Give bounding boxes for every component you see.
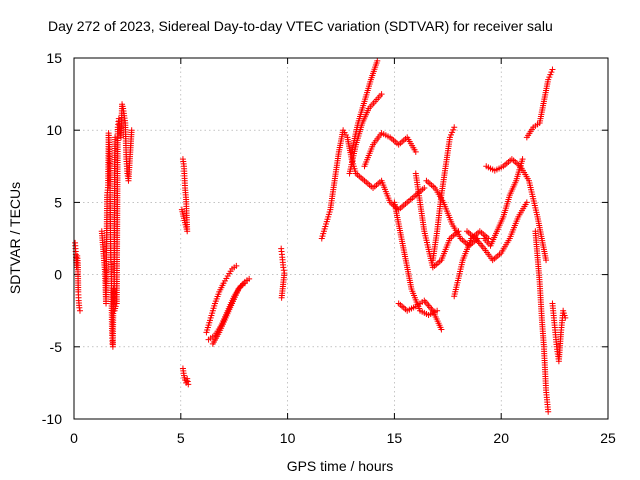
data-point <box>438 326 445 333</box>
data-point <box>184 375 191 382</box>
y-tick-label: 15 <box>46 50 62 66</box>
data-point <box>545 408 552 415</box>
data-point <box>185 381 192 388</box>
data-point <box>128 127 135 134</box>
grid <box>74 58 608 419</box>
data-point <box>523 199 530 206</box>
data-point-dense <box>184 378 191 385</box>
x-tick-label: 15 <box>387 430 403 446</box>
data-point <box>562 314 569 321</box>
x-axis-label: GPS time / hours <box>287 458 394 474</box>
data-point-dense <box>449 129 456 136</box>
data-point <box>233 262 240 269</box>
x-tick-label: 25 <box>600 430 616 446</box>
chart-title: Day 272 of 2023, Sidereal Day-to-day VTE… <box>48 18 553 34</box>
data-point <box>112 134 119 141</box>
y-tick-label: 0 <box>54 267 62 283</box>
data-point-dense <box>448 131 455 138</box>
data-point-dense <box>450 126 457 133</box>
plot-frame <box>73 57 609 420</box>
data-point <box>549 66 556 73</box>
data-point-dense <box>280 267 287 274</box>
data-point <box>374 57 381 64</box>
x-tick-label: 20 <box>493 430 509 446</box>
data-point <box>446 134 453 141</box>
y-tick-label: -5 <box>50 339 63 355</box>
x-tick-label: 0 <box>70 430 78 446</box>
y-axis-label: SDTVAR / TECUs <box>7 182 23 294</box>
data-point <box>412 148 419 155</box>
y-tick-label: -10 <box>42 411 62 427</box>
data-point <box>76 307 83 314</box>
data-point <box>280 264 287 271</box>
data-point <box>421 184 428 191</box>
data-point <box>545 76 552 83</box>
data-point <box>543 257 550 264</box>
tick-labels: 0 5 10 15 20 25 -10 -5 0 5 10 15 <box>42 50 616 446</box>
axis-ticks <box>73 57 609 420</box>
y-tick-label: 10 <box>46 122 62 138</box>
data-points <box>72 57 569 415</box>
x-tick-label: 5 <box>177 430 185 446</box>
data-point-dense <box>548 69 555 76</box>
data-point <box>451 124 458 131</box>
data-point <box>76 304 83 311</box>
data-point <box>278 294 285 301</box>
data-point-dense <box>546 74 553 81</box>
data-point <box>112 303 119 310</box>
data-point <box>519 156 526 163</box>
data-point <box>178 206 185 213</box>
y-tick-label: 5 <box>54 194 62 210</box>
data-point <box>378 91 385 98</box>
data-point-dense <box>547 71 554 78</box>
data-point <box>246 275 253 282</box>
x-tick-label: 10 <box>280 430 296 446</box>
